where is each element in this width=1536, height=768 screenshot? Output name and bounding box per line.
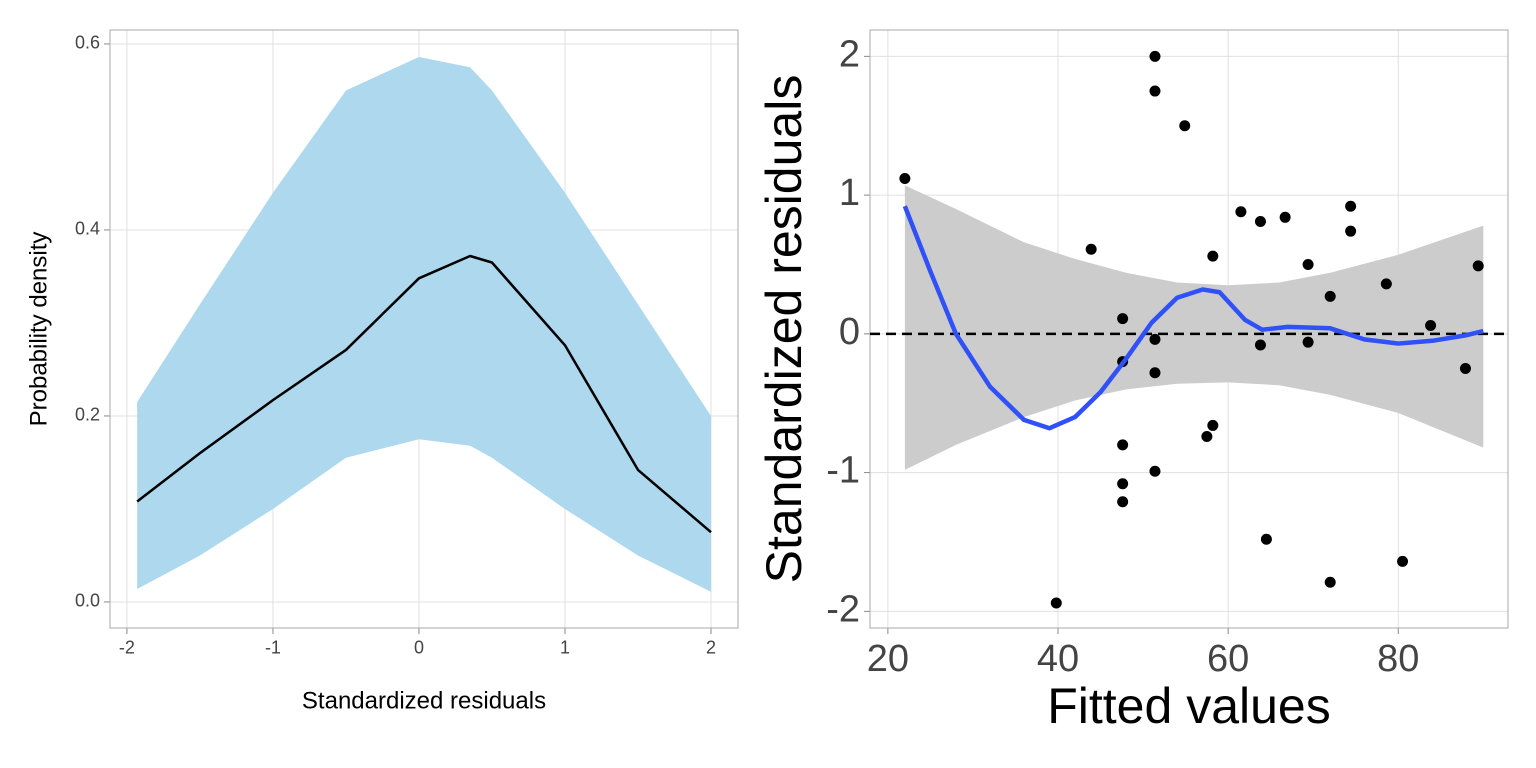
point: [1149, 50, 1161, 62]
point: [1235, 206, 1247, 218]
point: [1179, 120, 1191, 132]
y-tick-label: 0.2: [75, 405, 100, 425]
point: [1260, 533, 1272, 545]
point: [1302, 336, 1314, 348]
x-tick-label: 1: [560, 638, 570, 658]
point: [1254, 215, 1266, 227]
point: [1149, 465, 1161, 477]
y-tick-label: -2: [826, 588, 860, 630]
x-tick-label: 40: [1037, 638, 1079, 680]
point: [1149, 367, 1161, 379]
point: [1207, 250, 1219, 262]
point: [1117, 439, 1129, 451]
x-tick-label: 0: [414, 638, 424, 658]
density-line: [136, 254, 712, 534]
point: [1425, 320, 1437, 332]
point: [1117, 496, 1129, 508]
confidence-band: [137, 56, 711, 592]
point: [1201, 431, 1213, 443]
point: [899, 172, 911, 184]
point: [1085, 243, 1097, 255]
y-tick-label: 1: [839, 172, 860, 214]
x-tick-label: 2: [706, 638, 716, 658]
smooth-line: [902, 205, 1484, 431]
point: [1279, 211, 1291, 223]
point: [1324, 290, 1336, 302]
x-tick-label: 20: [867, 638, 909, 680]
y-tick-label: 0.6: [75, 33, 100, 53]
point: [1050, 597, 1062, 609]
y-tick-label: 0: [839, 311, 860, 353]
x-axis-label: Standardized residuals: [302, 687, 546, 714]
y-tick-label: -1: [826, 450, 860, 492]
point: [1459, 363, 1471, 375]
point: [1254, 339, 1266, 351]
point: [1397, 555, 1409, 567]
x-tick-label: -1: [265, 638, 281, 658]
x-tick-label: 80: [1377, 638, 1419, 680]
point: [1345, 200, 1357, 212]
plot-border: [869, 29, 1509, 629]
point: [1324, 576, 1336, 588]
point: [1149, 333, 1161, 345]
y-axis-label: Standardized residuals: [756, 75, 812, 584]
point: [1207, 419, 1219, 431]
plot-border: [109, 29, 739, 629]
point: [1472, 260, 1484, 272]
x-tick-label: 60: [1207, 638, 1249, 680]
point: [1117, 313, 1129, 325]
y-tick-label: 0.4: [75, 219, 100, 239]
point: [1117, 478, 1129, 490]
y-tick-label: 0.0: [75, 591, 100, 611]
x-axis-label: Fitted values: [1047, 678, 1330, 734]
point: [1302, 258, 1314, 270]
y-axis-label: Probability density: [25, 232, 52, 427]
confidence-band: [904, 185, 1484, 470]
y-tick-label: 2: [839, 33, 860, 75]
point: [1149, 85, 1161, 97]
x-tick-label: -2: [119, 638, 135, 658]
point: [1380, 278, 1392, 290]
point: [1345, 225, 1357, 237]
